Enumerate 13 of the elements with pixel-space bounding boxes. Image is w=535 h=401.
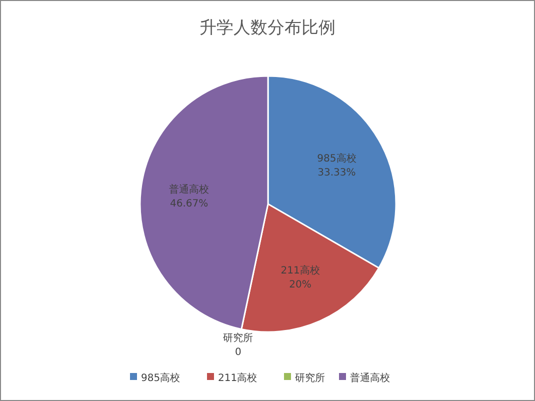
chart-title: 升学人数分布比例: [200, 18, 336, 38]
text: 0: [235, 347, 242, 358]
slice-label: 211高校: [280, 264, 320, 276]
category-label: 研究所: [223, 333, 254, 344]
legend-label: 普通高校: [350, 372, 390, 384]
data-label: 33.33%: [318, 167, 356, 178]
legend-label: 211高校: [218, 372, 258, 384]
slice-label: 普通高校: [169, 184, 210, 196]
data-label: 46.67%: [170, 198, 208, 210]
slice-label: 985高校: [317, 152, 356, 164]
data-label: 20%: [289, 279, 312, 290]
legend-label: 985高校: [141, 372, 180, 384]
legend-label: 研究所: [295, 372, 325, 384]
